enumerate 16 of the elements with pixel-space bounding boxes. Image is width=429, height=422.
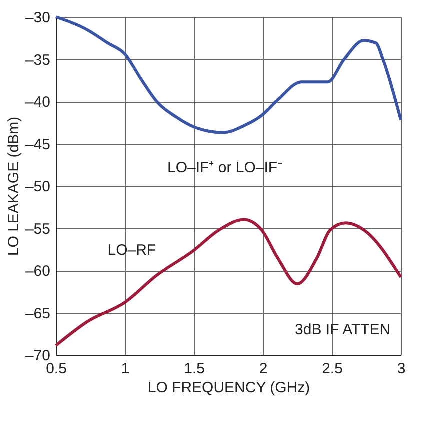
y-tick-label: –65 bbox=[25, 305, 50, 322]
y-tick-label: –35 bbox=[25, 52, 50, 69]
y-axis-title: LO LEAKAGE (dBm) bbox=[5, 116, 22, 256]
line-series bbox=[54, 218, 402, 348]
x-tick-label: 3 bbox=[397, 360, 406, 378]
x-tick-label: 1 bbox=[121, 360, 130, 378]
x-axis-title: LO FREQUENCY (GHz) bbox=[148, 380, 310, 396]
y-tick-label: –50 bbox=[25, 178, 50, 196]
x-tick-label: 1.5 bbox=[184, 360, 205, 378]
x-tick-label: 2.5 bbox=[322, 360, 343, 378]
x-tick-label: 2 bbox=[259, 360, 268, 378]
y-tick-label: –55 bbox=[25, 220, 50, 238]
y-tick-label: –45 bbox=[25, 136, 50, 154]
y-tick-label: –60 bbox=[25, 263, 50, 280]
y-tick-label: –30 bbox=[25, 10, 50, 26]
y-tick-label: –40 bbox=[25, 94, 50, 111]
